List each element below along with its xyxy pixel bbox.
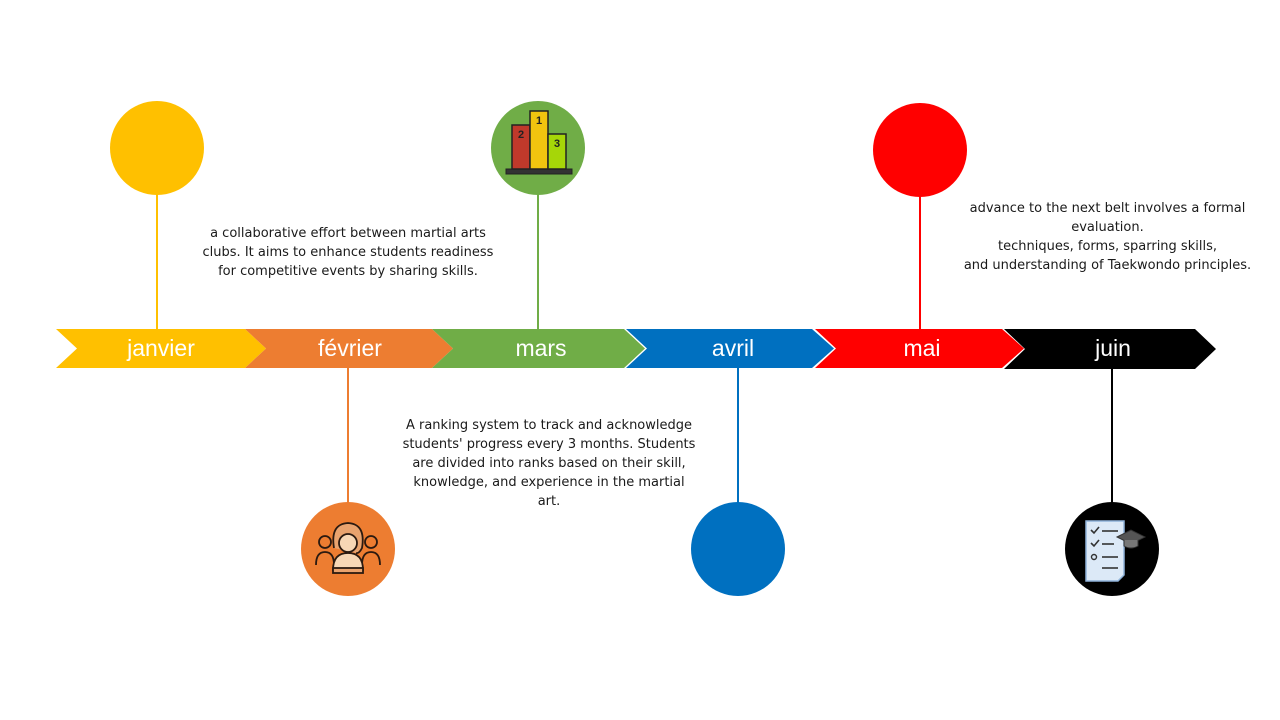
month-label-fevrier: février (318, 335, 382, 361)
arrow-juin-shape (1004, 329, 1216, 369)
mai-description-line-1: advance to the next belt involves a form… (969, 201, 1246, 216)
leader-body (332, 552, 364, 571)
avril-circle (691, 502, 785, 596)
month-label-avril: avril (712, 335, 754, 361)
mai-description-line-3: techniques, forms, sparring skills, (998, 239, 1217, 254)
podium-third (547, 133, 567, 170)
mars-description-line-5: art. (537, 494, 561, 509)
arrow-mars-shape (432, 329, 645, 368)
graduation-checklist-icon (1085, 520, 1147, 582)
graduation-cap-base (1123, 540, 1139, 549)
podium-rank-2: 2 (518, 129, 524, 141)
mars-description: A ranking system to track and acknowledg… (389, 416, 709, 511)
mars-description-line-4: knowledge, and experience in the martial (413, 475, 685, 490)
juin-circle (1065, 502, 1159, 596)
check-mark-2 (1090, 539, 1100, 548)
podium-rank-3: 3 (554, 138, 560, 150)
mai-circle (873, 103, 967, 197)
side-person-right-body (361, 551, 381, 566)
checklist-bullet-3 (1090, 553, 1098, 561)
mars-circle: 2 1 3 (491, 101, 585, 195)
mars-description-line-2: students' progress every 3 months. Stude… (402, 437, 696, 452)
janvier-description-line-2: clubs. It aims to enhance students readi… (202, 245, 494, 260)
arrow-fevrier-shape (245, 329, 453, 368)
fevrier-circle (301, 502, 395, 596)
janvier-description-line-3: for competitive events by sharing skills… (218, 264, 478, 279)
mars-description-line-1: A ranking system to track and acknowledg… (405, 418, 693, 433)
arrow-avril: avril (626, 329, 834, 368)
arrow-mai-shape (815, 329, 1024, 368)
janvier-circle (110, 101, 204, 195)
leader-desk (332, 567, 364, 574)
janvier-description: a collaborative effort between martial a… (188, 224, 508, 281)
janvier-description-line-1: a collaborative effort between martial a… (210, 226, 486, 241)
podium-icon: 2 1 3 (505, 110, 573, 175)
arrow-juin: juin (1004, 329, 1216, 369)
arrow-avril-shape (626, 329, 834, 368)
mai-description-line-2: evaluation. (1071, 220, 1144, 235)
arrow-fevrier: février (245, 329, 453, 368)
mai-description: advance to the next belt involves a form… (950, 199, 1265, 275)
arrow-mars: mars (432, 329, 645, 368)
side-person-left-head (318, 535, 332, 549)
arrow-janvier-shape (56, 329, 266, 368)
podium-rank-1: 1 (536, 115, 542, 127)
month-label-mai: mai (903, 335, 940, 361)
side-person-right-head (364, 535, 378, 549)
leader-face (338, 533, 358, 553)
mars-description-line-3: are divided into ranks based on their sk… (412, 456, 686, 471)
arrow-janvier: janvier (56, 329, 266, 368)
side-person-left-body (315, 551, 335, 566)
month-label-juin: juin (1094, 335, 1131, 361)
month-label-mars: mars (515, 335, 566, 361)
checklist-paper (1085, 520, 1125, 582)
group-leader-icon (315, 522, 381, 574)
arrow-mai: mai (815, 329, 1024, 368)
check-mark-1 (1090, 526, 1100, 535)
month-label-janvier: janvier (126, 335, 195, 361)
mai-description-line-4: and understanding of Taekwondo principle… (963, 258, 1252, 273)
